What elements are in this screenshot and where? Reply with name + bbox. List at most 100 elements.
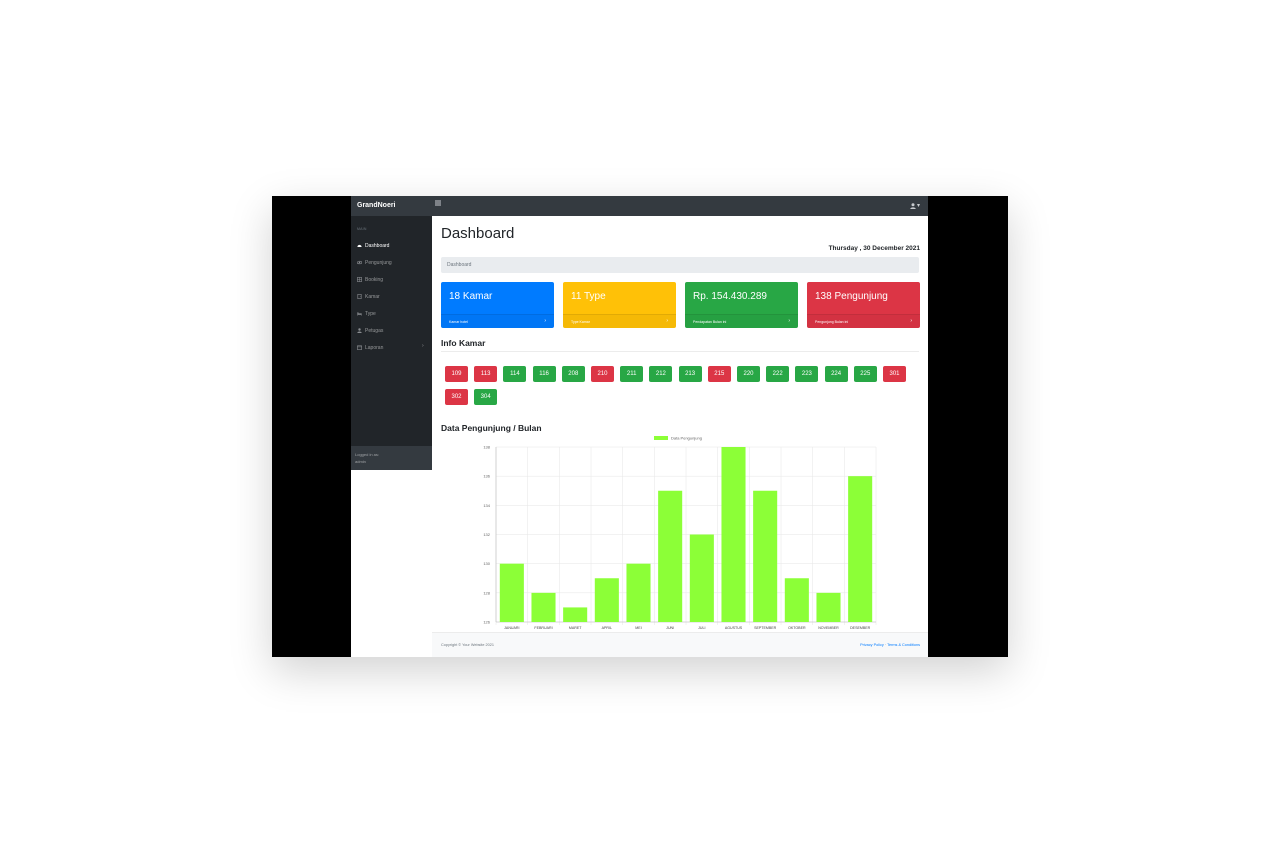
visitor-bar-chart: 126 128 130 132 134 136 138 JANUARI FEBRUARI MARE… [483,436,877,630]
card-footer[interactable]: Pengunjung Bulan ini › [807,314,920,328]
terms-link[interactable]: Terms & Conditions [887,643,920,647]
room-badge-301[interactable]: 301 [883,366,906,382]
bar-agustus [721,447,746,622]
privacy-policy-link[interactable]: Privacy Policy [860,643,884,647]
room-badge-215[interactable]: 215 [707,366,731,382]
sidebar-item-label: Kamar [365,293,380,300]
sidebar-item-petugas[interactable]: Petugas [357,326,383,335]
user-dropdown[interactable]: ▾ [910,201,920,211]
x-tick-label: OKTOBER [788,626,806,630]
sidebar-item-laporan[interactable]: Laporan [357,343,383,352]
sidebar-item-type[interactable]: Type [357,309,376,318]
room-badge-210[interactable]: 210 [591,366,614,382]
bar-september [753,490,778,622]
sidebar-toggle-button[interactable] [434,200,442,210]
room-badge-304[interactable]: 304 [474,389,498,405]
x-tick-label: JANUARI [504,626,519,630]
legend-swatch [654,436,668,440]
card-link[interactable]: Kamar hotel [449,320,468,324]
angle-right-icon: › [666,318,668,324]
room-badge-116[interactable]: 116 [532,366,556,382]
sidebar-item-label: Pengunjung [365,259,392,266]
card-value: Rp. 154.430.289 [693,291,767,302]
room-badge-223[interactable]: 223 [795,366,819,382]
sidebar-item-pengunjung[interactable]: Pengunjung [356,258,392,267]
sidebar-item-label: Dashboard [365,242,390,249]
y-tick-label: 132 [483,532,490,537]
room-badge-113[interactable]: 113 [474,366,498,382]
top-navbar: GrandNoeri ▾ [351,196,928,216]
room-badge-109[interactable]: 109 [445,366,468,382]
card-link[interactable]: Pendapatan Bulan ini [693,320,727,324]
divider [441,351,919,352]
x-tick-label: JUNI [666,626,674,630]
x-tick-label: APRIL [602,626,612,630]
table-icon [357,277,362,282]
legend-label: Data Pengunjung [671,436,702,441]
bar-januari [499,563,524,622]
eye-icon [356,260,363,265]
user-icon [910,203,916,209]
room-badge-213[interactable]: 213 [678,366,702,382]
room-badge-225[interactable]: 225 [853,366,877,382]
room-badge-222[interactable]: 222 [766,366,790,382]
chart-heading: Data Pengunjung / Bulan [441,423,542,433]
room-badge-212[interactable]: 212 [649,366,673,382]
sidebar-item-label: Booking [365,276,384,283]
page-title: Dashboard [441,225,515,242]
card-footer[interactable]: Kamar hotel › [441,314,554,328]
footer-separator: · [884,643,887,647]
bar-maret [563,607,588,622]
angle-right-icon: › [544,318,546,324]
bars-icon [435,200,441,206]
x-tick-label: NOVEMBER [818,626,839,630]
door-icon [357,294,362,300]
x-tick-label: SEPTEMBER [754,626,777,630]
y-tick-label: 134 [483,503,490,508]
calendar-icon [357,345,362,350]
room-badge-224[interactable]: 224 [824,366,848,382]
chevron-right-icon: › [422,343,424,349]
browser-viewport: GrandNoeri ▾ MAIN Dashboard [351,196,928,657]
card-value: 11 Type [571,291,606,302]
card-value: 138 Pengunjung [815,291,888,302]
x-tick-label: MEI [635,626,641,630]
bed-icon [357,311,362,316]
sidebar: MAIN Dashboard Pengunjung [351,216,432,470]
x-tick-label: MARET [569,626,582,630]
page-footer: Copyright © Your Website 2021 Privacy Po… [432,632,928,657]
user-icon [357,328,362,333]
bar-oktober [784,578,809,622]
sidebar-heading: MAIN [357,227,367,231]
bar-november [816,592,841,622]
card-value: 18 Kamar [449,291,493,302]
room-badge-211[interactable]: 211 [620,366,644,382]
x-tick-label: FEBRUARI [534,626,552,630]
kamar-card: 18 Kamar Kamar hotel › [441,282,554,328]
room-badge-114[interactable]: 114 [503,366,527,382]
room-badge-220[interactable]: 220 [737,366,760,382]
current-date: Thursday , 30 December 2021 [828,245,920,252]
room-badge-302[interactable]: 302 [445,389,468,405]
card-link[interactable]: Type Kamar [571,320,590,324]
x-tick-label: JULI [698,626,705,630]
card-footer[interactable]: Pendapatan Bulan ini › [685,314,798,328]
bar-desember [848,476,873,622]
tachometer-icon [357,243,362,248]
copyright-text: Copyright © Your Website 2021 [441,643,494,647]
sidebar-item-booking[interactable]: Booking [357,275,383,284]
info-kamar-heading: Info Kamar [441,338,486,348]
main-content: Dashboard Thursday , 30 December 2021 Da… [432,216,928,657]
card-footer[interactable]: Type Kamar › [563,314,676,328]
bar-april [594,578,619,622]
room-badge-208[interactable]: 208 [561,366,585,382]
y-tick-label: 136 [483,474,490,479]
sidebar-item-kamar[interactable]: Kamar [357,292,380,301]
bar-juni [658,490,683,622]
card-link[interactable]: Pengunjung Bulan ini [815,320,849,324]
brand-link[interactable]: GrandNoeri [357,202,396,209]
screenshot-frame: GrandNoeri ▾ MAIN Dashboard [272,196,1008,657]
sidebar-item-label: Laporan [365,344,384,351]
sidebar-item-dashboard[interactable]: Dashboard [357,241,389,250]
